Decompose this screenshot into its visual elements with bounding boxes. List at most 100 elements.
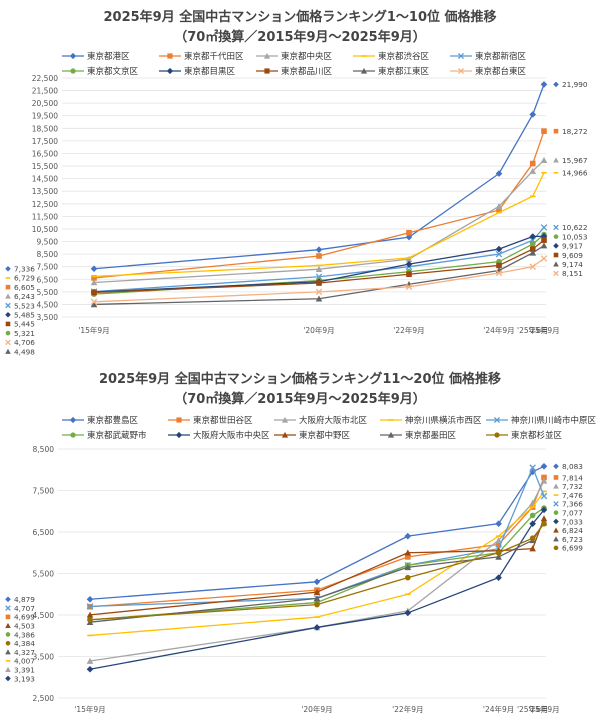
data-point [529,535,536,542]
end-value-label: 8,151 [553,269,583,278]
end-value-label: 21,990 [553,80,588,89]
legend-item: 東京都品川区 [256,65,332,77]
y-tick-label: 16,500 [32,149,58,158]
start-value-text: 4,007 [14,657,35,666]
label-marker [553,234,559,239]
data-point [540,515,548,522]
y-tick-label: 13,500 [32,187,58,196]
end-value-text: 9,609 [562,251,583,260]
data-point [540,255,548,262]
data-point [495,537,502,544]
data-point [86,665,94,673]
data-point [496,207,502,213]
x-tick-label: '20年9月 [303,325,334,335]
data-point [404,609,412,617]
x-tick-label: '15年9月 [78,325,109,335]
label-marker [553,252,559,258]
label-marker [5,321,11,327]
data-point [405,554,411,560]
label-marker [553,128,559,134]
y-tick-label: 4,500 [33,611,55,620]
end-value-label: 14,966 [553,169,588,178]
label-marker [553,545,559,551]
y-tick-label: 15,500 [32,162,58,171]
data-point [541,474,547,481]
data-point [540,492,548,500]
data-point [495,574,502,581]
data-point [541,237,547,243]
series-line [90,81,548,273]
x-tick-label: '24年9月 [483,325,514,335]
y-tick-label: 3,500 [37,313,59,322]
chart-subtitle: （70㎡換算／2015年9月～2025年9月） [174,30,426,45]
legend-item: 東京都新宿区 [450,50,526,62]
start-value-label: 4,706 [5,338,35,347]
start-value-label: 3,391 [5,665,35,674]
legend-label: 大阪府大阪市北区 [299,416,368,426]
legend-label: 東京都中野区 [299,431,351,441]
series-path [89,477,545,608]
end-value-label: 6,723 [553,535,583,544]
label-marker [553,243,559,249]
chart-panel-top: 2025年9月 全国中古マンション価格ランキング1～10位 価格推移 （70㎡換… [0,0,600,360]
end-value-text: 9,174 [562,260,583,269]
label-marker [5,675,11,682]
start-value-text: 5,321 [14,329,35,338]
y-tick-label: 6,500 [33,528,55,537]
start-value-text: 3,193 [14,674,35,683]
legend-label: 神奈川県横浜市西区 [405,416,482,426]
series-path [93,159,545,284]
data-point [313,578,321,586]
chart-panel-bottom: 2025年9月 全国中古マンション価格ランキング11～20位 価格推移 （70㎡… [0,362,600,722]
end-value-label: 8,083 [553,462,583,471]
data-point [540,232,548,240]
data-point [404,532,412,540]
legend-item: 東京都目黒区 [159,65,235,77]
legend-label: 東京都新宿区 [475,52,527,62]
end-value-text: 7,814 [562,473,583,482]
start-value-label: 7,336 [5,265,35,274]
start-value-text: 5,523 [14,301,35,310]
y-tick-label: 18,500 [32,124,58,133]
data-point [529,246,536,252]
data-point [313,595,321,602]
y-tick-label: 21,500 [32,87,58,96]
start-value-text: 4,706 [14,338,35,347]
x-tick-label: '22年9月 [393,325,424,335]
chart-legend: 東京都豊島区 東京都世田谷区 大阪府大阪市北区 神奈川県横浜市西区 神奈川県川崎市中原区… [62,414,596,444]
end-value-label: 18,272 [553,127,588,136]
end-value-text: 9,917 [562,242,583,251]
x-tick-label: '20年9月 [301,704,332,714]
start-value-text: 4,707 [14,604,35,613]
data-point [541,128,547,134]
end-value-text: 7,033 [562,517,583,526]
data-point [405,283,413,291]
end-value-text: 10,622 [562,223,588,232]
end-value-label: 7,366 [553,500,583,509]
data-point [496,262,502,269]
end-value-label: 7,476 [553,491,583,500]
legend-label: 東京都台東区 [475,67,527,77]
data-point [529,464,536,471]
x-tick-label: '25年6月 [517,704,548,714]
end-value-text: 7,732 [562,482,583,491]
data-point [529,233,537,240]
series-line [87,490,547,637]
label-marker [553,81,559,88]
data-point [315,288,323,296]
series-path [89,491,545,637]
start-value-text: 6,243 [14,292,35,301]
label-marker [553,527,559,533]
end-value-label: 7,732 [553,482,583,491]
chart-title: 2025年9月 全国中古マンション価格ランキング11～20位 価格推移 [98,372,502,387]
legend-label: 東京都豊島区 [87,416,139,426]
legend-label: 東京都渋谷区 [378,52,430,62]
chart-subtitle: （70㎡換算／2015年9月～2025年9月） [174,392,426,407]
y-tick-label: 7,500 [33,487,55,496]
end-value-label: 7,814 [553,473,583,482]
data-point [529,520,536,527]
series-path [93,245,545,306]
y-tick-label: 12,500 [32,200,58,209]
end-value-text: 6,723 [562,535,583,544]
label-marker [5,614,11,620]
